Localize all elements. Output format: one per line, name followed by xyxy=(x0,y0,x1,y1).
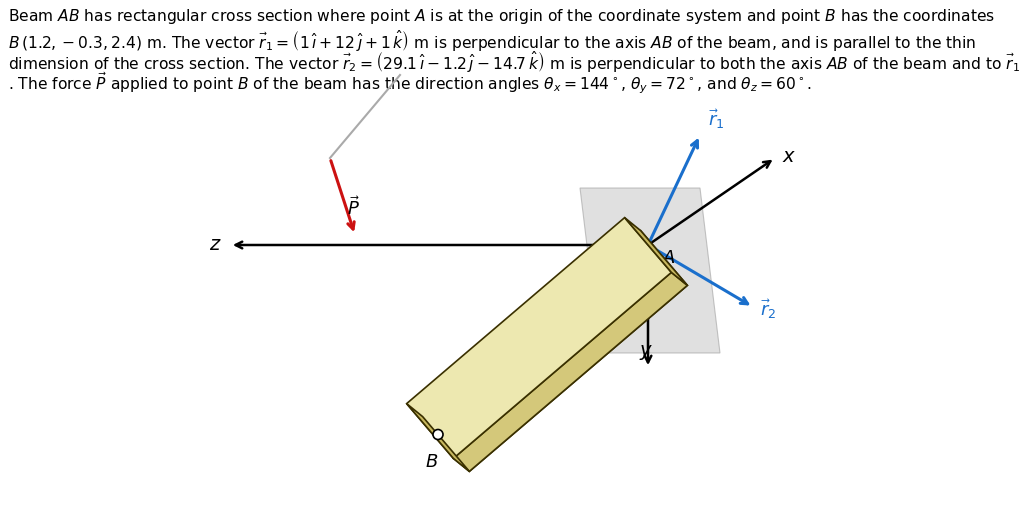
Text: Beam $AB$ has rectangular cross section where point $A$ is at the origin of the : Beam $AB$ has rectangular cross section … xyxy=(8,7,995,26)
Circle shape xyxy=(433,429,443,439)
Polygon shape xyxy=(407,403,469,472)
Text: $\vec{r}_2$: $\vec{r}_2$ xyxy=(760,297,776,321)
Text: $y$: $y$ xyxy=(639,343,653,362)
Polygon shape xyxy=(423,231,687,472)
Polygon shape xyxy=(454,272,687,472)
Polygon shape xyxy=(625,218,687,286)
Polygon shape xyxy=(407,218,672,458)
Text: $B\,(1.2, -0.3, 2.4)$ m. The vector $\vec{r}_1 = \left(1\,\hat{\imath} + 12\,\ha: $B\,(1.2, -0.3, 2.4)$ m. The vector $\ve… xyxy=(8,28,977,53)
Text: $\vec{r}_1$: $\vec{r}_1$ xyxy=(708,107,724,131)
Text: $A$: $A$ xyxy=(662,249,676,267)
Text: . The force $\vec{P}$ applied to point $B$ of the beam has the direction angles : . The force $\vec{P}$ applied to point $… xyxy=(8,70,812,96)
Text: $B$: $B$ xyxy=(425,453,438,471)
Text: dimension of the cross section. The vector $\vec{r}_2 = \left(29.1\,\hat{\imath}: dimension of the cross section. The vect… xyxy=(8,49,1021,74)
Text: $x$: $x$ xyxy=(782,146,797,165)
Text: $\vec{P}$: $\vec{P}$ xyxy=(346,196,359,219)
Text: $z$: $z$ xyxy=(209,235,222,254)
Polygon shape xyxy=(580,188,720,353)
